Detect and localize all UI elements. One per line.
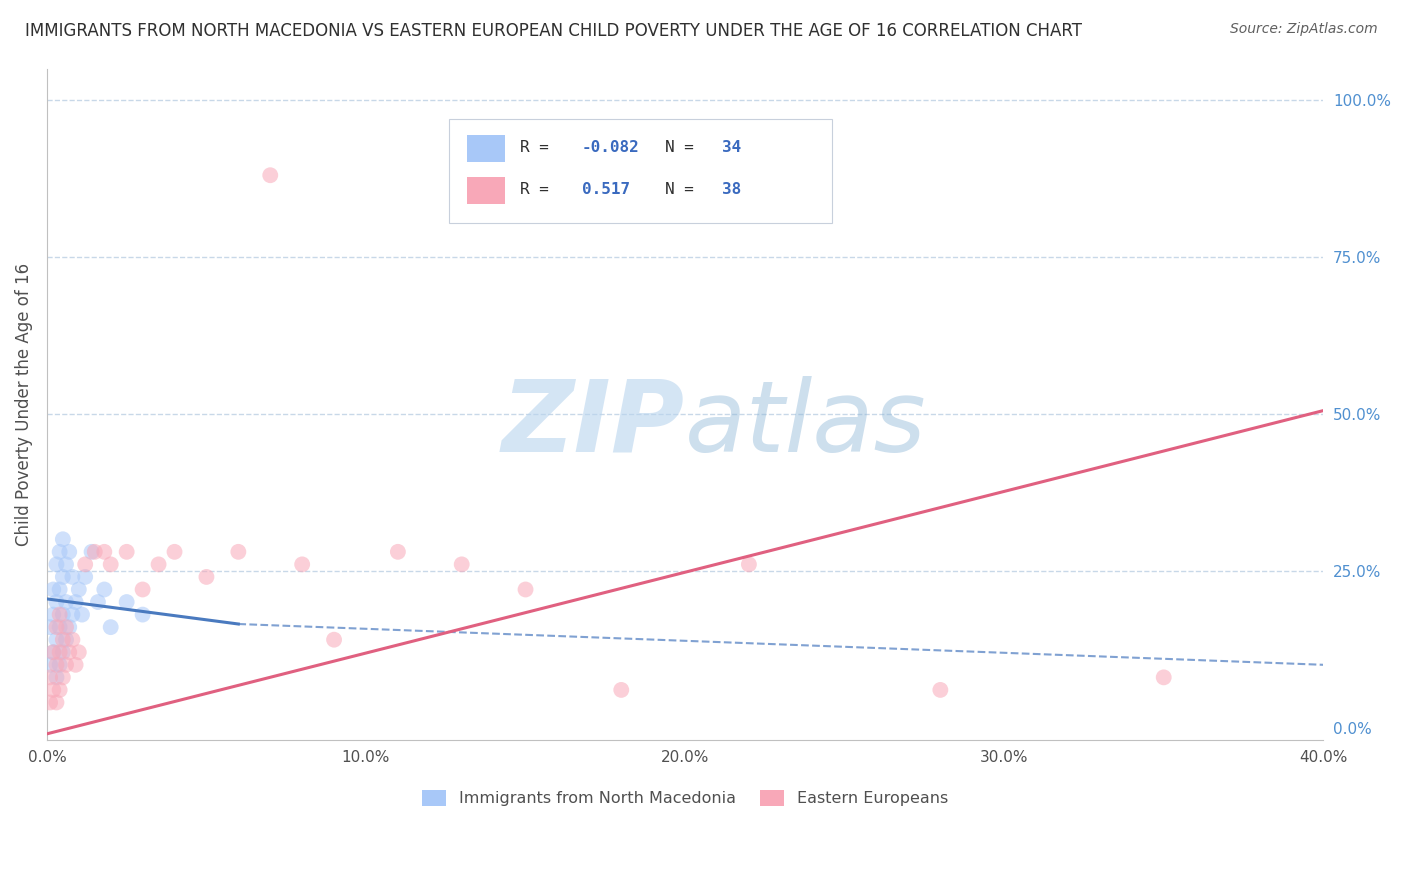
Point — [929, 682, 952, 697]
Text: 34: 34 — [723, 139, 741, 154]
Point — [100, 558, 122, 572]
Point — [55, 558, 77, 572]
Point — [387, 545, 409, 559]
Text: 0.517: 0.517 — [582, 182, 630, 197]
Point — [323, 632, 346, 647]
Point — [42, 645, 65, 659]
Point — [80, 545, 103, 559]
Point — [48, 545, 70, 559]
Point — [75, 570, 97, 584]
Point — [48, 620, 70, 634]
Point — [115, 595, 138, 609]
Point — [39, 620, 62, 634]
Point — [65, 657, 87, 672]
Point — [39, 696, 62, 710]
Point — [55, 632, 77, 647]
Point — [45, 595, 67, 609]
Point — [55, 657, 77, 672]
Point — [610, 682, 633, 697]
Point — [55, 595, 77, 609]
Point — [291, 558, 314, 572]
Point — [45, 670, 67, 684]
Point — [131, 607, 153, 622]
Point — [1153, 670, 1175, 684]
Point — [58, 620, 80, 634]
Point — [45, 632, 67, 647]
Bar — [449, 119, 832, 223]
Point — [48, 645, 70, 659]
Point — [515, 582, 537, 597]
Bar — [467, 135, 505, 161]
Point — [163, 545, 186, 559]
Point — [39, 657, 62, 672]
Point — [45, 696, 67, 710]
Point — [58, 545, 80, 559]
Point — [52, 570, 75, 584]
Point — [259, 168, 281, 182]
Point — [115, 545, 138, 559]
Point — [195, 570, 218, 584]
Point — [48, 657, 70, 672]
Point — [45, 620, 67, 634]
Point — [67, 582, 90, 597]
Point — [48, 682, 70, 697]
Point — [87, 595, 110, 609]
Point — [93, 545, 115, 559]
Point — [58, 645, 80, 659]
Text: R =: R = — [520, 182, 560, 197]
Text: N =: N = — [665, 139, 703, 154]
Point — [52, 645, 75, 659]
Text: N =: N = — [665, 182, 703, 197]
Y-axis label: Child Poverty Under the Age of 16: Child Poverty Under the Age of 16 — [15, 263, 32, 546]
Point — [62, 570, 84, 584]
Text: IMMIGRANTS FROM NORTH MACEDONIA VS EASTERN EUROPEAN CHILD POVERTY UNDER THE AGE : IMMIGRANTS FROM NORTH MACEDONIA VS EASTE… — [25, 22, 1083, 40]
Point — [83, 545, 105, 559]
Point — [42, 582, 65, 597]
Text: atlas: atlas — [685, 376, 927, 473]
Point — [67, 645, 90, 659]
Text: ZIP: ZIP — [502, 376, 685, 473]
Point — [100, 620, 122, 634]
Point — [131, 582, 153, 597]
Bar — [467, 178, 505, 204]
Legend: Immigrants from North Macedonia, Eastern Europeans: Immigrants from North Macedonia, Eastern… — [416, 783, 955, 813]
Point — [52, 670, 75, 684]
Point — [62, 607, 84, 622]
Point — [45, 558, 67, 572]
Point — [42, 682, 65, 697]
Point — [70, 607, 93, 622]
Point — [42, 645, 65, 659]
Point — [62, 632, 84, 647]
Point — [228, 545, 250, 559]
Text: 38: 38 — [723, 182, 741, 197]
Point — [48, 582, 70, 597]
Point — [52, 533, 75, 547]
Point — [55, 620, 77, 634]
Point — [75, 558, 97, 572]
Point — [93, 582, 115, 597]
Text: R =: R = — [520, 139, 560, 154]
Text: Source: ZipAtlas.com: Source: ZipAtlas.com — [1230, 22, 1378, 37]
Point — [148, 558, 170, 572]
Point — [48, 607, 70, 622]
Point — [738, 558, 761, 572]
Text: -0.082: -0.082 — [582, 139, 640, 154]
Point — [450, 558, 472, 572]
Point — [65, 595, 87, 609]
Point — [52, 632, 75, 647]
Point — [45, 657, 67, 672]
Point — [52, 607, 75, 622]
Point — [42, 607, 65, 622]
Point — [39, 670, 62, 684]
